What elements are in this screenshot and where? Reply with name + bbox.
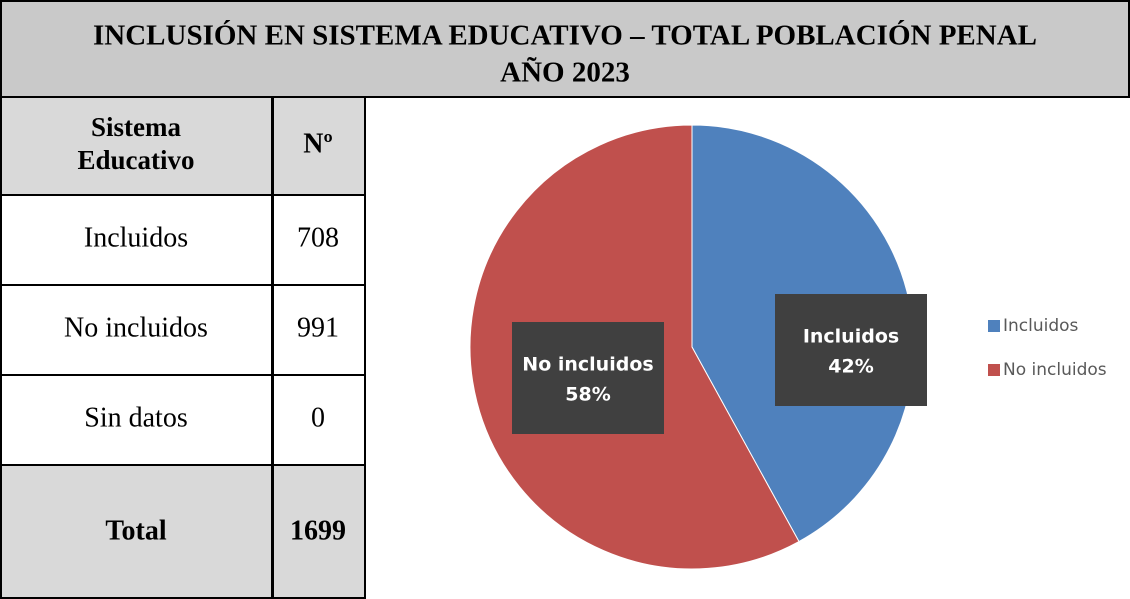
cell-text: 0: [311, 402, 325, 433]
data-label-value: 42%: [828, 356, 873, 378]
cell: [0, 374, 273, 466]
data-label-box: [775, 294, 927, 406]
data-label-category: Incluidos: [803, 326, 899, 348]
data-label-value: 58%: [565, 384, 610, 406]
data-label-box: [512, 322, 664, 434]
cell: [272, 464, 366, 599]
cell-text: 991: [297, 312, 339, 343]
title-box: [0, 0, 1130, 98]
cell-text: 1699: [290, 515, 346, 546]
title: INCLUSIÓN EN SISTEMA EDUCATIVO – TOTAL P…: [93, 19, 1037, 52]
cell: [272, 96, 366, 196]
cell-text: Incluidos: [84, 222, 188, 253]
legend-label: No incluidos: [1003, 360, 1107, 380]
pie-chart: Incluidos 42% No incluidos 58% Incluidos No i…: [469, 124, 1107, 570]
cell-text: Sin datos: [84, 402, 187, 433]
header-text: Sistema Educativo: [77, 112, 194, 175]
cell-text: Nº: [303, 128, 332, 159]
table: Sistema Educativo Nº Incluidos 708 No incluid…: [0, 96, 366, 599]
legend-swatch: [988, 320, 1000, 332]
cell: [0, 96, 273, 196]
cell-text: 708: [297, 222, 339, 253]
cell-text: Total: [105, 515, 166, 546]
cell: [272, 374, 366, 466]
data-label-category: No incluidos: [522, 354, 653, 376]
subtitle: AÑO 2023: [500, 56, 630, 89]
cell: [0, 464, 273, 599]
legend-swatch: [988, 364, 1000, 376]
cell-text: No incluidos: [64, 312, 208, 343]
legend-label: Incluidos: [1003, 316, 1079, 336]
